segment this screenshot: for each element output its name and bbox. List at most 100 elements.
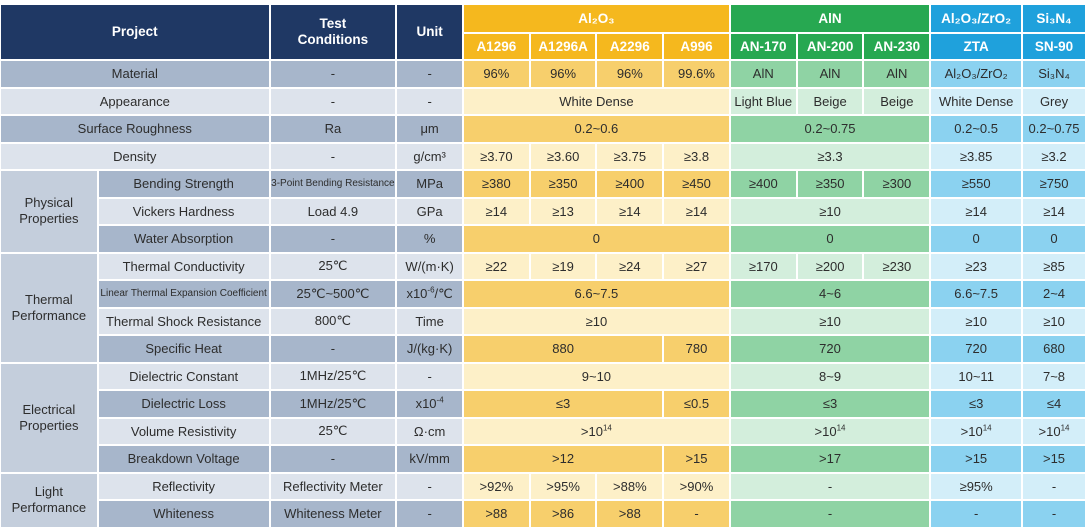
value-cell: Si₃N₄ [1023, 61, 1085, 87]
value-cell: ≥10 [730, 198, 930, 224]
grade-header: A2296 [597, 34, 663, 59]
value-cell: 0 [730, 226, 930, 252]
value-cell: White Dense [931, 88, 1022, 114]
row-label: Thermal Shock Resistance [98, 308, 269, 334]
test-condition: - [270, 88, 396, 114]
group-label-light: Light Performance [1, 473, 97, 527]
value-cell: ≥22 [464, 253, 529, 279]
value-cell: - [1023, 501, 1085, 527]
value-cell: 9~10 [464, 363, 729, 389]
value-cell: >90% [664, 473, 729, 499]
group-label-physical: Physical Properties [1, 171, 97, 252]
test-condition: - [270, 143, 396, 169]
vickers-hardness-row: Vickers Hardness Load 4.9 GPa ≥14 ≥13 ≥1… [1, 198, 1085, 224]
value-cell: ≥14 [931, 198, 1022, 224]
row-label: Vickers Hardness [98, 198, 269, 224]
unit: % [397, 226, 462, 252]
value-cell: 10~11 [931, 363, 1022, 389]
value-exponent: 14 [836, 423, 846, 433]
grade-header: A996 [664, 34, 729, 59]
value-base: >10 [580, 423, 603, 439]
row-label: Water Absorption [98, 226, 269, 252]
value-cell: 2~4 [1023, 281, 1085, 307]
row-label: Thermal Conductivity [98, 253, 269, 279]
unit: J/(kg·K) [397, 336, 462, 362]
value-cell: ≥230 [864, 253, 930, 279]
value-cell: Beige [797, 88, 863, 114]
grade-header: A1296 [464, 34, 529, 59]
value-cell: - [931, 501, 1022, 527]
zta-group-header: Al₂O₃/ZrO₂ [931, 5, 1022, 32]
ceramic-properties-table: Project Test Conditions Unit Al₂O₃ AlN A… [0, 3, 1087, 529]
value-cell: ≥19 [530, 253, 596, 279]
value-cell: >12 [464, 446, 663, 472]
unit-header: Unit [397, 5, 462, 59]
unit: Time [397, 308, 462, 334]
unit: kV/mm [397, 446, 462, 472]
unit: - [397, 88, 462, 114]
value-cell: 0.2~0.75 [1023, 116, 1085, 142]
unit-tail: /℃ [434, 285, 453, 301]
material-row: Material - - 96% 96% 96% 99.6% AlN AlN A… [1, 61, 1085, 87]
value-cell: >88% [597, 473, 663, 499]
test-condition: - [270, 61, 396, 87]
unit: x10-4 [397, 391, 462, 417]
value-cell: ≥350 [797, 171, 863, 197]
reflectivity-row: Light Performance Reflectivity Reflectiv… [1, 473, 1085, 527]
value-cell: AlN [797, 61, 863, 87]
value-cell: 96% [530, 61, 596, 87]
whiteness-row: Whiteness Whiteness Meter - >88 >86 >88 … [1, 501, 1085, 527]
test-condition: - [270, 226, 396, 252]
value-cell: ≥550 [931, 171, 1022, 197]
breakdown-voltage-row: Breakdown Voltage - kV/mm >12 >15 >17 >1… [1, 446, 1085, 472]
value-cell: ≥14 [1023, 198, 1085, 224]
value-cell: ≥27 [664, 253, 729, 279]
value-cell: ≥14 [664, 198, 729, 224]
bending-strength-row: Physical Properties Bending Strength 3-P… [1, 171, 1085, 252]
test-condition: - [270, 336, 396, 362]
value-cell: 720 [730, 336, 930, 362]
value-cell: ≥10 [1023, 308, 1085, 334]
value-exponent: 14 [602, 423, 612, 433]
unit: W/(m·K) [397, 253, 462, 279]
unit-exponent: -4 [436, 395, 444, 405]
value-cell: ≥400 [730, 171, 796, 197]
value-cell: ≥3.70 [464, 143, 529, 169]
value-cell: >92% [464, 473, 529, 499]
dielectric-loss-row: Dielectric Loss 1MHz/25℃ x10-4 ≤3 ≤0.5 ≤… [1, 391, 1085, 417]
test-condition: Load 4.9 [270, 198, 396, 224]
value-cell: 720 [931, 336, 1022, 362]
value-cell: ≥3.2 [1023, 143, 1085, 169]
unit-exponent: -6 [427, 285, 435, 295]
grade-header: AN-170 [730, 34, 796, 59]
value-cell: ≤0.5 [664, 391, 729, 417]
value-cell: - [664, 501, 729, 527]
value-base: >10 [1038, 423, 1061, 439]
value-cell: Beige [864, 88, 930, 114]
value-cell: 96% [464, 61, 529, 87]
test-condition: 25℃~500℃ [270, 281, 396, 307]
row-label: Density [1, 143, 269, 169]
grade-header: AN-230 [864, 34, 930, 59]
group-label-thermal: Thermal Performance [1, 253, 97, 362]
unit: MPa [397, 171, 462, 197]
row-label: Surface Roughness [1, 116, 269, 142]
value-cell: ≥170 [730, 253, 796, 279]
unit: - [397, 501, 462, 527]
test-conditions-header: Test Conditions [270, 5, 396, 59]
value-cell: ≥14 [464, 198, 529, 224]
value-cell: 0 [1023, 226, 1085, 252]
value-cell: ≥23 [931, 253, 1022, 279]
value-cell: ≥3.60 [530, 143, 596, 169]
value-cell: >15 [931, 446, 1022, 472]
value-cell: 6.6~7.5 [931, 281, 1022, 307]
test-condition: Ra [270, 116, 396, 142]
value-exponent: 14 [982, 423, 992, 433]
test-condition: Reflectivity Meter [270, 473, 396, 499]
unit: - [397, 363, 462, 389]
project-header: Project [1, 5, 269, 59]
thermal-shock-row: Thermal Shock Resistance 800℃ Time ≥10 ≥… [1, 308, 1085, 334]
value-cell: ≥300 [864, 171, 930, 197]
row-label: Reflectivity [98, 473, 269, 499]
test-condition: Whiteness Meter [270, 501, 396, 527]
